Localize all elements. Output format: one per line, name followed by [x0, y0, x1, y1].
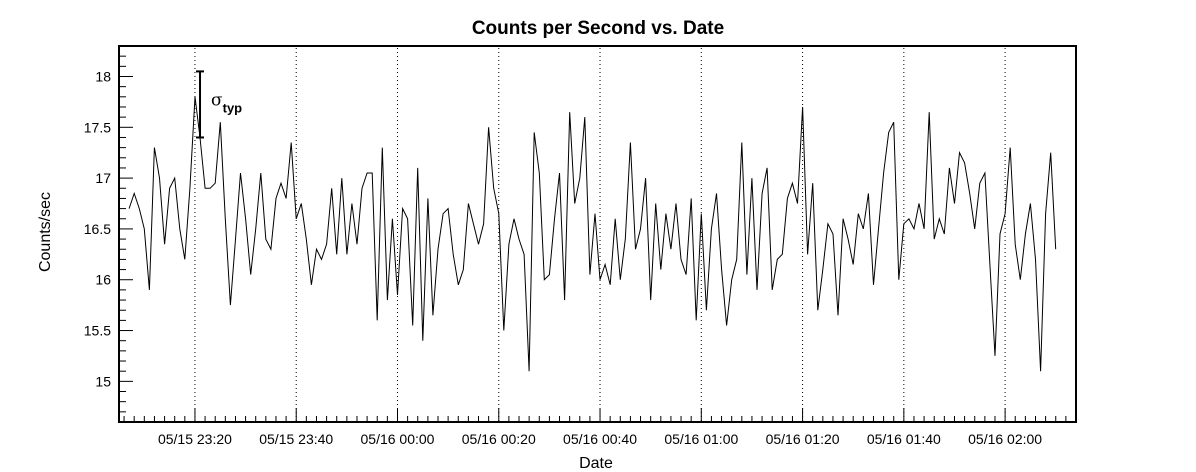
chart-title: Counts per Second vs. Date [472, 18, 724, 39]
y-tick-labels: 15 15.5 16 16.5 17 17.5 18 [84, 68, 111, 389]
sigma-annotation: σtyp [196, 70, 242, 139]
data-series-line [128, 96, 1057, 372]
y-tick-label: 15.5 [84, 323, 111, 339]
y-axis-label: Counts/sec [37, 192, 54, 272]
x-tick-label: 05/16 01:40 [867, 431, 941, 447]
sigma-typ-label: σtyp [211, 90, 242, 115]
sigma-symbol: σ [211, 90, 223, 110]
x-tick-label: 05/15 23:40 [259, 431, 333, 447]
y-tick-label: 15 [95, 373, 111, 389]
x-tick-label: 05/16 00:40 [563, 431, 637, 447]
y-tick-label: 18 [95, 68, 111, 84]
x-tick-label: 05/16 00:00 [361, 431, 435, 447]
plot-frame [118, 45, 1077, 423]
x-tick-label: 05/16 01:20 [766, 431, 840, 447]
x-tick-label: 05/16 02:00 [968, 431, 1042, 447]
x-axis-label: Date [579, 455, 613, 472]
x-tick-label: 05/16 01:00 [664, 431, 738, 447]
y-tick-label: 17.5 [84, 119, 111, 135]
y-tick-label: 17 [95, 170, 111, 186]
sigma-subscript: typ [223, 100, 243, 115]
axis-ticks [119, 45, 1077, 423]
series-layer [128, 96, 1057, 372]
y-tick-label: 16 [95, 272, 111, 288]
y-tick-label: 16.5 [84, 221, 111, 237]
x-tick-label: 05/15 23:20 [158, 431, 232, 447]
x-tick-labels: 05/15 23:20 05/15 23:40 05/16 00:00 05/16 0… [158, 431, 1042, 447]
x-tick-label: 05/16 00:20 [462, 431, 536, 447]
